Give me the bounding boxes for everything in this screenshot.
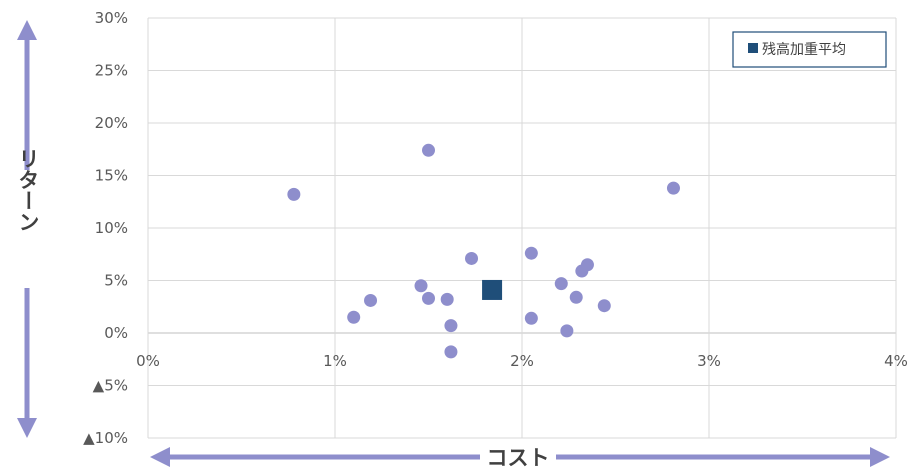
data-point bbox=[666, 181, 680, 195]
weighted-average-marker bbox=[482, 279, 503, 300]
data-point bbox=[287, 187, 301, 201]
legend: 残高加重平均 bbox=[732, 31, 887, 68]
data-point bbox=[580, 258, 594, 272]
x-axis-ticks: 0% 1% 2% 3% 4% bbox=[136, 352, 908, 370]
gridlines bbox=[147, 17, 897, 439]
data-point bbox=[422, 291, 435, 305]
x-tick-label: 2% bbox=[510, 352, 534, 370]
data-point bbox=[524, 246, 538, 260]
y-tick-label: 20% bbox=[95, 114, 128, 132]
data-point bbox=[444, 319, 458, 333]
y-tick-label: ▲10% bbox=[83, 429, 128, 447]
y-tick-label: 15% bbox=[95, 167, 128, 185]
y-axis-title: リターン bbox=[10, 148, 44, 288]
data-point bbox=[560, 324, 574, 338]
x-tick-label: 3% bbox=[697, 352, 721, 370]
data-point bbox=[465, 251, 479, 265]
y-tick-label: ▲5% bbox=[93, 377, 128, 395]
data-point bbox=[569, 290, 583, 304]
y-tick-label: 30% bbox=[95, 9, 128, 27]
data-point bbox=[414, 279, 428, 293]
x-tick-label: 0% bbox=[136, 352, 160, 370]
data-point bbox=[444, 345, 458, 359]
data-points bbox=[287, 143, 680, 359]
y-axis-ticks: 30% 25% 20% 15% 10% 5% 0% ▲5% ▲10% bbox=[83, 9, 128, 447]
data-point bbox=[597, 299, 611, 313]
y-tick-label: 25% bbox=[95, 62, 128, 80]
data-point bbox=[347, 310, 361, 324]
data-point bbox=[524, 311, 538, 325]
x-tick-label: 4% bbox=[884, 352, 908, 370]
data-point bbox=[364, 293, 378, 307]
x-tick-label: 1% bbox=[323, 352, 347, 370]
x-axis-title: コスト bbox=[480, 445, 556, 470]
y-tick-label: 10% bbox=[95, 219, 128, 237]
y-tick-label: 0% bbox=[104, 324, 128, 342]
legend-marker bbox=[748, 43, 758, 53]
data-point bbox=[422, 143, 435, 157]
y-tick-label: 5% bbox=[104, 272, 128, 290]
svg-text:リターン: リターン bbox=[16, 148, 40, 232]
data-point bbox=[440, 292, 454, 306]
legend-label: 残高加重平均 bbox=[762, 41, 846, 58]
svg-text:コスト: コスト bbox=[487, 446, 550, 470]
data-point bbox=[554, 277, 568, 291]
